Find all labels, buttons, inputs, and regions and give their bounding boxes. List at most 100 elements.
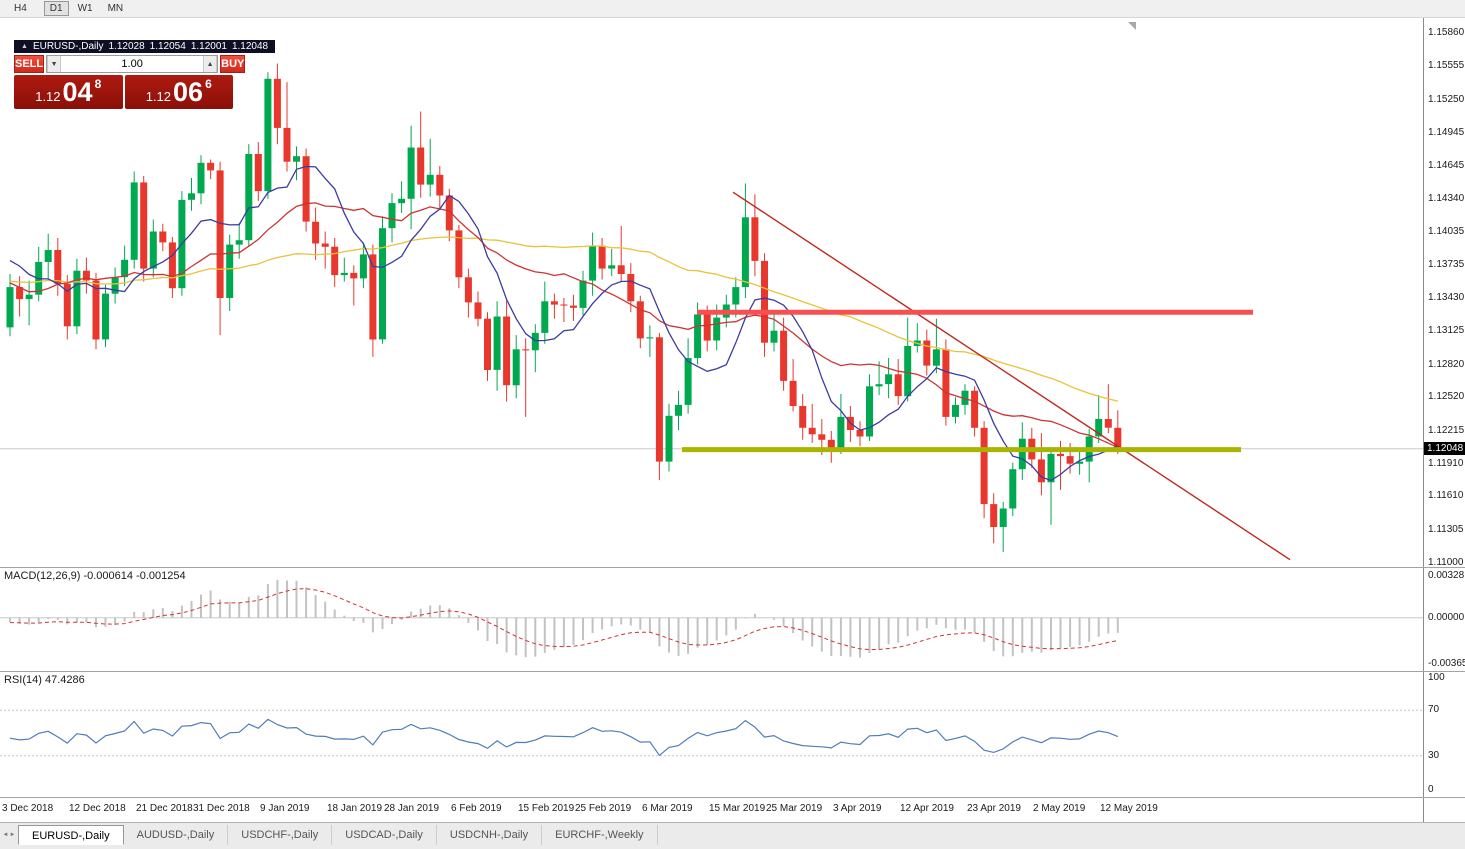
price-chart-canvas[interactable] [0, 18, 1423, 567]
price-axis-label: 1.11910 [1428, 458, 1464, 469]
price-axis-label: 1.13125 [1428, 325, 1465, 336]
rsi-axis[interactable]: 100 70 30 0 [1423, 672, 1465, 797]
macd-axis-label: -0.00365 [1428, 658, 1465, 669]
scroll-to-end-marker [1128, 22, 1136, 30]
price-axis-label: 1.15555 [1428, 60, 1465, 71]
date-label: 31 Dec 2018 [193, 803, 250, 814]
price-axis-label: 1.12215 [1428, 425, 1465, 436]
buy-price-base: 1.12 [145, 89, 172, 104]
price-chart-panel: ▲ EURUSD-,Daily 1.12028 1.12054 1.12001 … [0, 18, 1465, 567]
rsi-axis-label: 0 [1428, 784, 1434, 795]
collapse-triangle-icon: ▲ [21, 43, 28, 50]
candlesticks [6, 63, 1122, 553]
volume-stepper: ▼ ▲ [46, 55, 219, 73]
timeframe-button-h4[interactable]: H4 [8, 1, 33, 16]
tab-scroll-right-icon: ► [9, 831, 16, 838]
chart-tab-bar: ◄ ► EURUSD-,Daily AUDUSD-,Daily USDCHF-,Da… [0, 822, 1465, 849]
date-label: 15 Mar 2019 [709, 803, 766, 814]
price-axis-label: 1.14945 [1428, 127, 1465, 138]
chart-tab-usdchf-daily[interactable]: USDCHF-,Daily [228, 825, 333, 845]
caption-open: 1.12028 [108, 41, 145, 52]
price-axis-label: 1.11610 [1428, 490, 1464, 501]
rsi-axis-label: 30 [1428, 750, 1440, 761]
price-axis-label: 1.14035 [1428, 226, 1465, 237]
caption-high: 1.12054 [149, 41, 186, 52]
trade-prices-row: 1.12 04 8 1.12 06 6 [14, 75, 233, 109]
macd-axis-label: 0.00000 [1428, 612, 1465, 623]
price-axis-label: 1.13735 [1428, 259, 1465, 270]
rsi-axis-label: 70 [1428, 704, 1440, 715]
sell-price-base: 1.12 [35, 89, 61, 104]
price-axis[interactable]: 1.12048 1.15860 1.15555 1.15250 1.14945 1.14… [1423, 18, 1465, 567]
chart-tab-eurchf-weekly[interactable]: EURCHF-,Weekly [542, 825, 658, 845]
date-label: 28 Jan 2019 [384, 803, 440, 814]
timeframe-button-group: H4 D1 W1 MN [8, 1, 129, 16]
date-label: 15 Feb 2019 [518, 803, 575, 814]
macd-axis[interactable]: 0.00328 0.00000 -0.00365 [1423, 568, 1465, 671]
sell-price-display[interactable]: 1.12 04 8 [14, 75, 123, 109]
date-label: 18 Jan 2019 [327, 803, 383, 814]
price-axis-label: 1.14340 [1428, 193, 1465, 204]
rsi-axis-label: 100 [1428, 672, 1445, 683]
macd-canvas[interactable] [0, 568, 1423, 671]
volume-decrease-button[interactable]: ▼ [47, 56, 62, 72]
date-labels: 3 Dec 2018 12 Dec 2018 21 Dec 2018 31 Dec 2… [0, 798, 1423, 822]
date-label: 12 May 2019 [1100, 803, 1158, 814]
buy-price-pips: 06 [173, 77, 204, 107]
macd-label: MACD(12,26,9) -0.000614 -0.001254 [4, 570, 186, 582]
date-label: 3 Apr 2019 [833, 803, 882, 814]
trade-controls-row: SELL ▼ ▲ BUY [14, 55, 246, 73]
rsi-indicator-panel: RSI(14) 47.4286 100 70 30 0 [0, 671, 1465, 797]
macd-indicator-panel: MACD(12,26,9) -0.000614 -0.001254 0.0032… [0, 567, 1465, 671]
volume-input[interactable] [61, 56, 204, 72]
rsi-canvas[interactable] [0, 672, 1423, 797]
tab-scroll-buttons[interactable]: ◄ ► [0, 825, 18, 844]
date-label: 21 Dec 2018 [136, 803, 193, 814]
caption-close: 1.12048 [231, 41, 269, 52]
price-axis-label: 1.13430 [1428, 292, 1465, 303]
one-click-trading-widget: ▲ EURUSD-,Daily 1.12028 1.12054 1.12001 … [14, 40, 276, 109]
date-label: 12 Apr 2019 [900, 803, 954, 814]
price-axis-label: 1.15860 [1428, 27, 1465, 38]
date-label: 23 Apr 2019 [967, 803, 1021, 814]
sell-price-point: 8 [94, 77, 102, 91]
current-price-tag: 1.12048 [1424, 442, 1465, 455]
date-label: 6 Feb 2019 [451, 803, 502, 814]
chart-tabs: EURUSD-,Daily AUDUSD-,Daily USDCHF-,Daily U… [18, 825, 658, 845]
sell-price-pips: 04 [62, 77, 93, 107]
volume-increase-button[interactable]: ▲ [203, 56, 218, 72]
price-axis-label: 1.11000 [1428, 557, 1464, 567]
price-axis-label: 1.11305 [1428, 524, 1464, 535]
date-label: 9 Jan 2019 [260, 803, 310, 814]
rsi-label: RSI(14) 47.4286 [4, 674, 85, 686]
chart-tab-usdcad-daily[interactable]: USDCAD-,Daily [332, 825, 437, 845]
chart-tab-eurusd-daily[interactable]: EURUSD-,Daily [18, 825, 124, 845]
timeframe-toolbar: H4 D1 W1 MN [0, 0, 1465, 18]
timeframe-button-w1[interactable]: W1 [72, 1, 99, 16]
buy-price-display[interactable]: 1.12 06 6 [124, 75, 233, 109]
price-axis-label: 1.12520 [1428, 391, 1465, 402]
date-label: 25 Feb 2019 [575, 803, 632, 814]
timeframe-button-d1[interactable]: D1 [43, 1, 69, 16]
caption-low: 1.12001 [190, 41, 227, 52]
chart-caption-bar[interactable]: ▲ EURUSD-,Daily 1.12028 1.12054 1.12001 … [14, 40, 276, 53]
date-label: 2 May 2019 [1033, 803, 1086, 814]
timeframe-button-mn[interactable]: MN [102, 1, 130, 16]
macd-axis-label: 0.00328 [1428, 570, 1465, 581]
date-label: 25 Mar 2019 [766, 803, 823, 814]
buy-button[interactable]: BUY [220, 55, 246, 73]
chart-tab-usdcnh-daily[interactable]: USDCNH-,Daily [437, 825, 543, 845]
date-label: 6 Mar 2019 [642, 803, 693, 814]
macd-histogram [9, 580, 1119, 658]
price-axis-label: 1.14645 [1428, 160, 1465, 171]
buy-price-point: 6 [205, 77, 212, 91]
chart-tab-audusd-daily[interactable]: AUDUSD-,Daily [124, 825, 229, 845]
time-axis[interactable]: 3 Dec 2018 12 Dec 2018 21 Dec 2018 31 Dec 2… [0, 797, 1465, 822]
sell-button[interactable]: SELL [14, 55, 45, 73]
time-axis-corner [1423, 798, 1465, 822]
trendline [732, 191, 1291, 561]
tab-scroll-left-icon: ◄ [2, 831, 9, 838]
price-axis-label: 1.15250 [1428, 94, 1465, 105]
date-label: 12 Dec 2018 [69, 803, 126, 814]
